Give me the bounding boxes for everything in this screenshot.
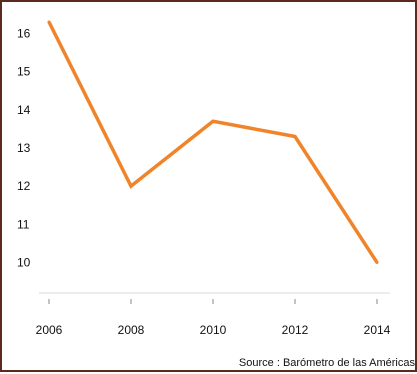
y-tick-label: 10 — [17, 255, 31, 269]
series-line — [47, 21, 379, 264]
data-point — [47, 20, 51, 24]
x-tick-label: 2012 — [282, 323, 309, 337]
data-point — [129, 184, 133, 188]
y-tick-label: 16 — [17, 26, 31, 40]
y-axis-ticks: 10 11 12 13 14 15 16 — [17, 26, 31, 269]
y-tick-label: 11 — [17, 217, 30, 231]
y-tick-label: 14 — [17, 103, 31, 117]
y-tick-label: 12 — [17, 179, 31, 193]
x-tick-label: 2014 — [364, 323, 391, 337]
data-point — [211, 119, 215, 123]
series-layer — [47, 20, 379, 264]
data-point — [375, 260, 379, 264]
x-tick-label: 2010 — [200, 323, 227, 337]
data-point — [293, 135, 297, 139]
x-axis-ticks: 2006 2008 2010 2012 2014 — [36, 299, 391, 337]
y-tick-label: 13 — [17, 141, 31, 155]
x-tick-label: 2008 — [118, 323, 145, 337]
y-tick-label: 15 — [17, 65, 31, 79]
x-tick-label: 2006 — [36, 323, 63, 337]
source-note: Source : Barómetro de las Américas — [239, 357, 416, 369]
